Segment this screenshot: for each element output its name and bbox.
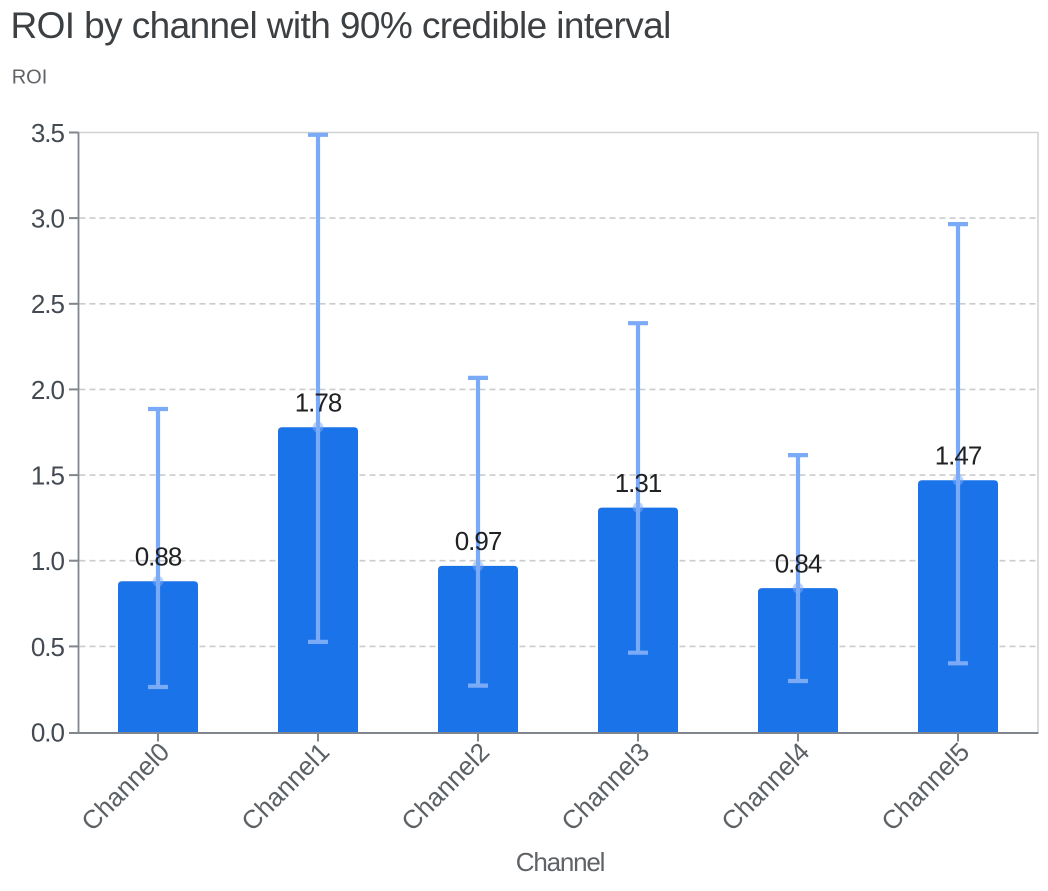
svg-text:1.31: 1.31: [615, 468, 662, 498]
svg-text:3.5: 3.5: [31, 118, 65, 148]
svg-text:0.0: 0.0: [31, 717, 65, 747]
svg-text:1.0: 1.0: [31, 546, 65, 576]
svg-text:1.47: 1.47: [935, 441, 982, 471]
svg-text:0.84: 0.84: [775, 548, 822, 578]
svg-text:0.97: 0.97: [455, 526, 502, 556]
svg-text:1.78: 1.78: [295, 388, 342, 418]
svg-text:2.0: 2.0: [31, 375, 65, 405]
svg-text:ROI: ROI: [12, 67, 48, 89]
svg-text:ROI by channel with 90% credib: ROI by channel with 90% credible interva…: [11, 5, 671, 46]
svg-text:2.5: 2.5: [31, 289, 65, 319]
svg-text:1.5: 1.5: [31, 461, 65, 491]
svg-text:0.5: 0.5: [31, 632, 65, 662]
svg-text:Channel: Channel: [516, 847, 605, 877]
svg-text:0.88: 0.88: [135, 542, 182, 572]
svg-text:3.0: 3.0: [31, 204, 65, 234]
